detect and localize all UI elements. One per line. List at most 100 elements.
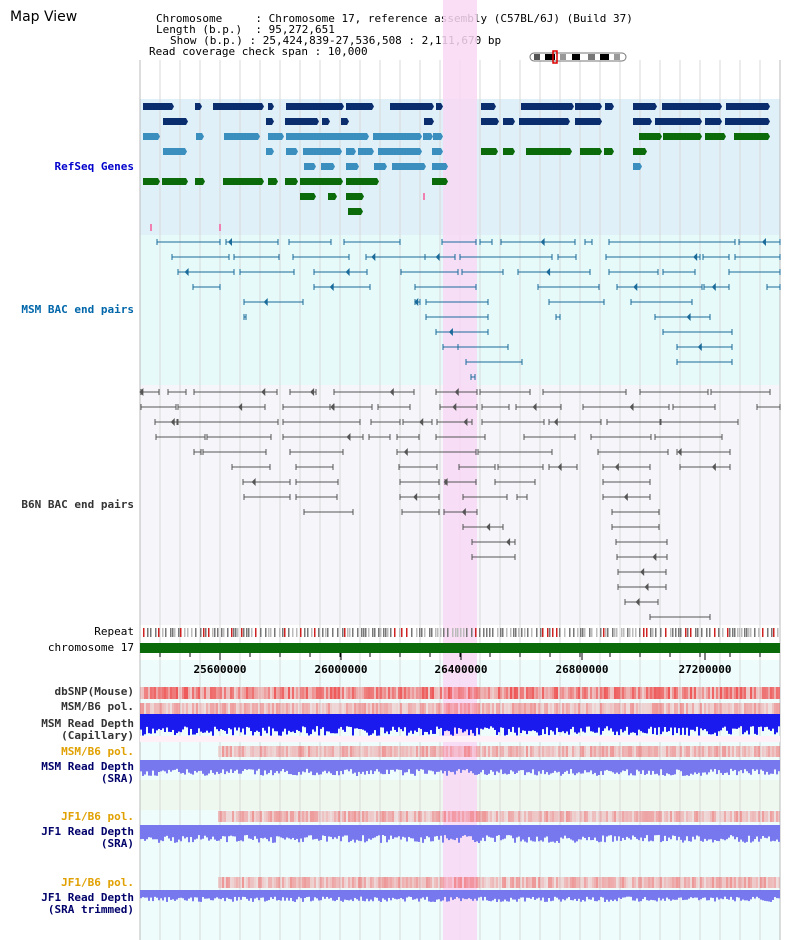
read-depth-bar: [280, 714, 282, 736]
polymorphism-density-cell: [404, 877, 406, 888]
polymorphism-density-cell: [332, 811, 334, 822]
read-depth-bar: [474, 714, 476, 736]
polymorphism-density-cell: [258, 811, 260, 822]
polymorphism-density-cell: [716, 687, 718, 699]
read-depth-bar: [426, 714, 428, 732]
polymorphism-density-cell: [292, 746, 294, 757]
track-label-jf1-b6-pol-1[interactable]: JF1/B6 pol.: [61, 810, 134, 823]
repeat-element: [274, 628, 276, 637]
polymorphism-density-cell: [646, 746, 648, 757]
read-depth-bar: [738, 714, 740, 728]
polymorphism-density-cell: [672, 703, 674, 714]
track-label-jf1-depth-trimmed[interactable]: JF1 Read Depth: [41, 891, 134, 904]
polymorphism-density-cell: [244, 811, 246, 822]
read-depth-bar: [630, 760, 632, 774]
repeat-element: [569, 628, 571, 637]
polymorphism-density-cell: [446, 877, 448, 888]
read-depth-bar: [308, 825, 310, 836]
track-label-refseq-genes[interactable]: RefSeq Genes: [54, 160, 134, 173]
polymorphism-density-cell: [474, 877, 476, 888]
polymorphism-density-cell: [274, 811, 276, 822]
polymorphism-density-cell: [428, 877, 430, 888]
polymorphism-density-cell: [742, 703, 744, 714]
polymorphism-density-cell: [542, 811, 544, 822]
polymorphism-density-cell: [758, 811, 760, 822]
read-depth-bar: [712, 760, 714, 772]
polymorphism-density-cell: [584, 877, 586, 888]
read-depth-bar: [674, 760, 676, 775]
polymorphism-density-cell: [364, 746, 366, 757]
polymorphism-density-cell: [264, 811, 266, 822]
polymorphism-density-cell: [300, 811, 302, 822]
read-depth-bar: [308, 760, 310, 773]
polymorphism-density-cell: [710, 687, 712, 699]
polymorphism-density-cell: [434, 687, 436, 699]
read-depth-bar: [282, 825, 284, 839]
repeat-element: [521, 628, 523, 637]
read-depth-bar: [650, 890, 652, 900]
polymorphism-density-cell: [502, 687, 504, 699]
polymorphism-density-cell: [382, 746, 384, 757]
read-depth-bar: [472, 890, 474, 901]
b6n-bac-pair-marker: [238, 403, 243, 411]
track-label-jf1-b6-pol-2[interactable]: JF1/B6 pol.: [61, 876, 134, 889]
read-depth-bar: [188, 890, 190, 899]
polymorphism-density-cell: [672, 811, 674, 822]
polymorphism-density-cell: [400, 703, 402, 714]
track-label-msm-depth-capillary[interactable]: MSM Read Depth: [41, 717, 134, 730]
gene-strand-arrow: [570, 148, 572, 155]
read-depth-bar: [474, 760, 476, 775]
polymorphism-density-cell: [458, 811, 460, 822]
gene-strand-arrow: [768, 103, 770, 110]
read-depth-bar: [500, 760, 502, 770]
polymorphism-density-cell: [348, 687, 350, 699]
polymorphism-density-cell: [426, 703, 428, 714]
polymorphism-density-cell: [636, 746, 638, 757]
polymorphism-density-cell: [586, 877, 588, 888]
read-depth-bar: [242, 890, 244, 897]
read-depth-bar: [512, 825, 514, 839]
gene-feature: [304, 163, 314, 170]
track-label-msm-bac[interactable]: MSM BAC end pairs: [21, 303, 134, 316]
polymorphism-density-cell: [450, 703, 452, 714]
read-depth-bar: [356, 714, 358, 729]
read-depth-bar: [638, 760, 640, 772]
repeat-element: [378, 628, 380, 637]
read-depth-bar: [322, 760, 324, 772]
read-depth-bar: [684, 760, 686, 776]
read-depth-bar: [594, 890, 596, 902]
read-depth-bar: [140, 890, 142, 899]
polymorphism-density-cell: [574, 811, 576, 822]
read-depth-bar: [324, 825, 326, 837]
polymorphism-density-cell: [220, 703, 222, 714]
polymorphism-density-cell: [744, 703, 746, 714]
polymorphism-density-cell: [568, 687, 570, 699]
polymorphism-density-cell: [560, 687, 562, 699]
b6n-bac-pair-marker: [614, 463, 619, 471]
track-label-msm-depth-sra[interactable]: MSM Read Depth: [41, 760, 134, 773]
polymorphism-density-cell: [476, 746, 478, 757]
polymorphism-density-cell: [484, 811, 486, 822]
polymorphism-density-cell: [304, 703, 306, 714]
read-depth-bar: [414, 714, 416, 731]
polymorphism-density-cell: [264, 687, 266, 699]
repeat-element: [714, 628, 716, 637]
track-label-dbsnp[interactable]: dbSNP(Mouse): [54, 685, 134, 698]
read-depth-bar: [616, 825, 618, 841]
polymorphism-density-cell: [684, 877, 686, 888]
track-label-msm-b6-pol-2[interactable]: MSM/B6 pol.: [61, 745, 134, 758]
repeat-element: [401, 628, 403, 637]
polymorphism-density-cell: [374, 811, 376, 822]
polymorphism-density-cell: [258, 877, 260, 888]
polymorphism-density-cell: [758, 703, 760, 714]
read-depth-bar: [722, 825, 724, 840]
polymorphism-density-cell: [352, 746, 354, 757]
polymorphism-density-cell: [512, 746, 514, 757]
track-label-jf1-depth[interactable]: JF1 Read Depth: [41, 825, 134, 838]
read-depth-bar: [300, 760, 302, 775]
track-label-msm-b6-pol-1[interactable]: MSM/B6 pol.: [61, 700, 134, 713]
track-label-b6n-bac[interactable]: B6N BAC end pairs: [21, 498, 134, 511]
read-depth-bar: [744, 760, 746, 770]
read-depth-bar: [708, 714, 710, 735]
